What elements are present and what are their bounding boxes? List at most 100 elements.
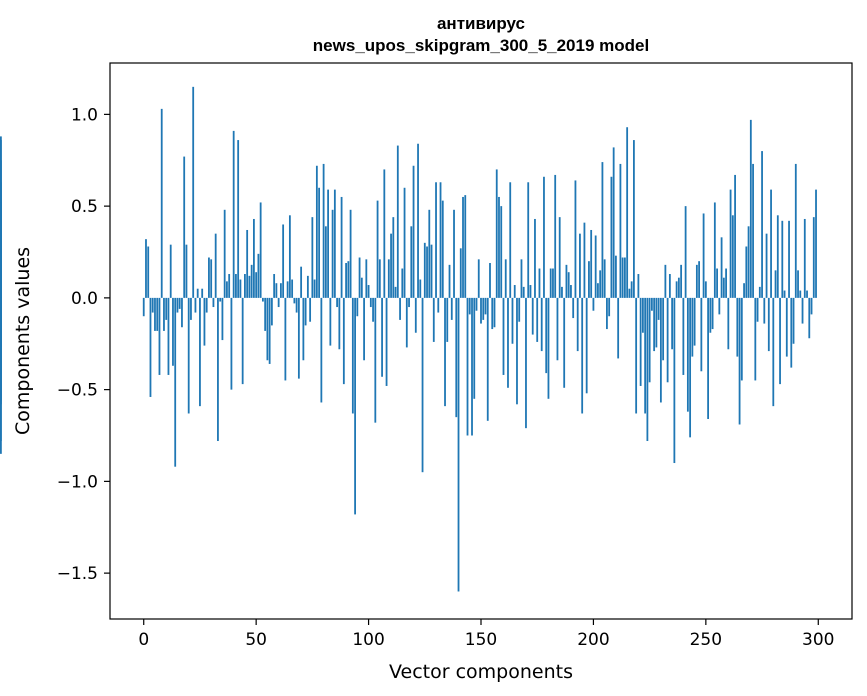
bar-141 (459, 248, 462, 298)
bar-292 (799, 290, 802, 298)
bar-238 (677, 277, 680, 298)
bar-273 (756, 297, 759, 322)
bar-108 (385, 297, 388, 386)
bar-253 (711, 297, 714, 330)
bar-151 (482, 297, 485, 320)
bar-6 (156, 297, 159, 331)
bar-42 (237, 140, 240, 298)
bar-129 (432, 297, 435, 342)
x-tick-label: 50 (245, 630, 267, 650)
bar-255 (716, 268, 718, 298)
bar-98 (363, 297, 365, 361)
bar-259 (725, 268, 727, 298)
bar-34 (219, 297, 222, 302)
bar-114 (399, 297, 401, 320)
bar-78 (318, 187, 321, 298)
chart-title: антивирус (437, 14, 525, 33)
bar-277 (765, 233, 768, 298)
bar-80 (322, 163, 325, 298)
bar-59 (275, 283, 278, 298)
y-tick-label: −0.5 (57, 381, 98, 401)
bar-1 (145, 239, 147, 298)
bar-49 (253, 218, 255, 298)
bar-125 (423, 242, 426, 298)
bar-210 (615, 255, 617, 298)
bar-165 (513, 285, 516, 298)
bar-177 (540, 297, 543, 352)
bar-220 (637, 274, 640, 298)
bar-252 (709, 297, 712, 333)
bar-296 (808, 297, 811, 339)
bar-247 (698, 261, 700, 298)
bar-104 (376, 200, 379, 298)
bar-92 (349, 209, 352, 298)
bar-86 (336, 297, 338, 308)
bar-58 (273, 274, 276, 298)
bar-147 (473, 297, 476, 399)
bar-270 (749, 119, 752, 298)
bar-4 (151, 297, 154, 313)
bar-225 (648, 297, 651, 383)
bar-55 (266, 297, 269, 361)
bar-297 (810, 297, 813, 315)
bar-254 (713, 202, 716, 298)
bar-142 (462, 196, 464, 298)
bar-118 (408, 297, 410, 308)
bar-206 (606, 297, 608, 330)
bar-176 (538, 268, 541, 298)
bar-60 (277, 297, 280, 308)
bar-258 (722, 277, 725, 298)
bar-11 (167, 297, 170, 375)
bar-234 (668, 274, 671, 298)
bar-212 (619, 163, 622, 298)
bar-167 (518, 297, 521, 322)
bar-19 (185, 244, 188, 298)
bar-139 (455, 297, 458, 418)
bar-289 (792, 297, 795, 344)
bar-213 (621, 257, 624, 298)
bar-47 (248, 275, 251, 298)
bar-119 (410, 226, 413, 298)
bar-240 (682, 297, 685, 375)
bar-279 (770, 189, 772, 298)
bar-52 (259, 202, 262, 298)
x-axis-label: Vector components (389, 661, 573, 683)
bar-159 (500, 206, 503, 298)
bar-76 (313, 279, 316, 298)
bar-251 (707, 297, 709, 419)
bar-33 (217, 297, 219, 442)
bar-249 (702, 213, 705, 298)
x-tick-label: 300 (802, 630, 834, 650)
bar-228 (655, 297, 658, 348)
bar-2 (147, 246, 150, 298)
bar-85 (333, 189, 336, 298)
bar-207 (608, 297, 611, 317)
bar-256 (718, 297, 721, 315)
bar-194 (579, 233, 581, 298)
bar-109 (387, 259, 390, 298)
bar-128 (430, 244, 433, 298)
bar-54 (264, 297, 267, 331)
bar-24 (196, 288, 199, 298)
bar-287 (788, 220, 790, 298)
bar-14 (174, 297, 177, 467)
bar-undefined (0, 297, 2, 374)
bar-134 (444, 297, 446, 407)
bar-203 (599, 270, 602, 298)
bar-191 (572, 297, 575, 319)
bar-130 (435, 182, 437, 298)
bar-204 (601, 162, 604, 298)
bar-23 (194, 297, 197, 313)
bar-96 (358, 257, 361, 298)
bar-123 (419, 279, 422, 298)
bar-184 (556, 297, 559, 361)
bar-136 (448, 264, 451, 298)
bar-245 (693, 297, 696, 346)
bar-197 (585, 297, 588, 394)
bar-41 (235, 274, 237, 298)
bar-205 (603, 259, 606, 298)
bar-290 (794, 163, 797, 298)
bar-153 (486, 297, 489, 421)
bar-286 (785, 297, 788, 357)
bar-17 (181, 297, 183, 328)
